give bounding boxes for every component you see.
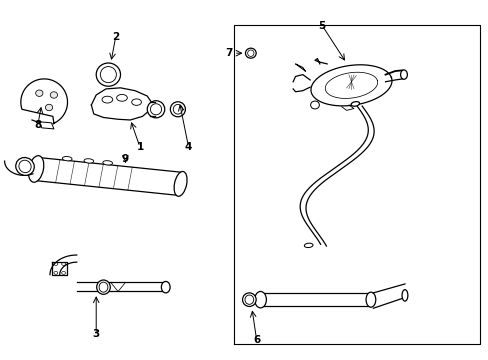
- Text: 4: 4: [184, 142, 192, 152]
- Ellipse shape: [45, 104, 53, 111]
- Ellipse shape: [50, 92, 58, 98]
- Ellipse shape: [174, 171, 187, 196]
- Ellipse shape: [242, 293, 256, 306]
- Text: 6: 6: [252, 335, 260, 345]
- Ellipse shape: [400, 70, 407, 79]
- Ellipse shape: [366, 292, 375, 307]
- Polygon shape: [295, 64, 305, 71]
- Ellipse shape: [131, 99, 141, 105]
- Ellipse shape: [304, 243, 312, 248]
- Ellipse shape: [96, 63, 120, 86]
- Ellipse shape: [310, 101, 319, 109]
- Text: 2: 2: [112, 32, 119, 42]
- Polygon shape: [52, 262, 67, 275]
- Ellipse shape: [36, 90, 43, 96]
- Text: 3: 3: [92, 329, 100, 339]
- Ellipse shape: [350, 102, 359, 106]
- Text: 8: 8: [34, 120, 41, 130]
- Polygon shape: [4, 161, 33, 175]
- Ellipse shape: [245, 48, 256, 58]
- Ellipse shape: [254, 292, 266, 308]
- Polygon shape: [39, 122, 54, 129]
- Ellipse shape: [401, 290, 407, 301]
- Ellipse shape: [147, 101, 164, 118]
- Text: 9: 9: [122, 154, 129, 164]
- Ellipse shape: [97, 280, 110, 294]
- Text: 5: 5: [318, 21, 325, 31]
- Ellipse shape: [62, 157, 72, 161]
- Ellipse shape: [161, 282, 170, 293]
- Ellipse shape: [170, 102, 185, 117]
- Polygon shape: [34, 157, 183, 195]
- Ellipse shape: [16, 158, 34, 175]
- Polygon shape: [21, 79, 67, 125]
- Ellipse shape: [102, 161, 112, 165]
- Polygon shape: [77, 282, 166, 292]
- Ellipse shape: [84, 159, 94, 163]
- Polygon shape: [50, 255, 77, 275]
- Ellipse shape: [102, 96, 113, 103]
- Ellipse shape: [28, 156, 44, 182]
- Text: 7: 7: [225, 48, 232, 58]
- Bar: [261, 293, 370, 306]
- Polygon shape: [310, 65, 391, 106]
- Text: 1: 1: [136, 142, 143, 152]
- Ellipse shape: [116, 94, 127, 101]
- Polygon shape: [91, 88, 152, 120]
